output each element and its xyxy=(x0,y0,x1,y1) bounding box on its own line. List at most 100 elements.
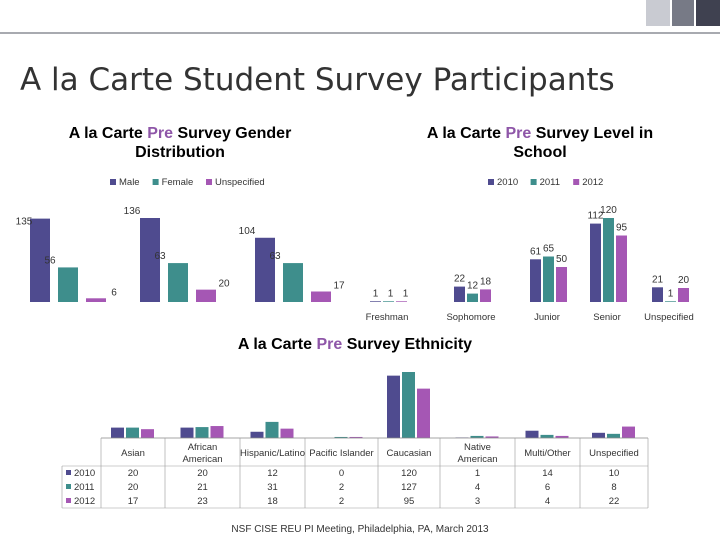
gender-value-1-1: 63 xyxy=(154,251,166,262)
ethnicity-bar-1-1 xyxy=(195,427,209,438)
level-bar-2-0 xyxy=(396,301,407,302)
ethnicity-cell-2-0: 17 xyxy=(128,496,139,507)
level-bar-1-3 xyxy=(603,218,614,302)
ethnicity-row-label-1: 2011 xyxy=(74,482,94,493)
ethnicity-cell-2-1: 23 xyxy=(197,496,208,507)
ethnicity-cell-1-5: 4 xyxy=(475,482,480,493)
ethnicity-cell-1-6: 6 xyxy=(545,482,550,493)
ethnicity-chart-title: A la Carte Pre Survey Ethnicity xyxy=(190,335,520,354)
ethnicity-bar-0-2 xyxy=(250,431,264,438)
ethnicity-row-swatch-0 xyxy=(66,470,71,475)
gender-legend-label-0: Male xyxy=(119,177,140,188)
ethnicity-category-7: Unspecified xyxy=(589,448,639,459)
ethnicity-cell-1-4: 127 xyxy=(401,482,417,493)
ethnicity-cell-0-4: 120 xyxy=(401,468,417,479)
level-value-2-4: 20 xyxy=(678,275,690,286)
level-value-1-4: 1 xyxy=(668,288,674,299)
level-legend-swatch-2 xyxy=(573,179,580,185)
gender-title-pre: A la Carte xyxy=(68,125,148,142)
gender-value-0-0: 135 xyxy=(16,217,33,228)
ethnicity-cell-2-5: 3 xyxy=(475,496,480,507)
ethnicity-bar-1-7 xyxy=(607,433,620,438)
level-bar-2-4 xyxy=(678,288,689,302)
ethnicity-title-highlight: Pre xyxy=(316,336,343,353)
gender-legend-swatch-2 xyxy=(206,179,212,185)
ethnicity-category-5: Native American xyxy=(457,442,497,465)
ethnicity-cell-0-6: 14 xyxy=(542,468,553,479)
gender-value-0-2: 6 xyxy=(111,287,117,298)
ethnicity-bar-1-3 xyxy=(334,436,348,438)
ethnicity-cell-1-3: 2 xyxy=(339,482,344,493)
gender-value-2-1: 63 xyxy=(269,251,281,262)
gender-chart-title: A la Carte Pre Survey Gender Distributio… xyxy=(40,124,320,162)
gender-value-0-1: 56 xyxy=(44,255,56,266)
ethnicity-bar-2-2 xyxy=(280,428,294,438)
ethnicity-bar-1-5 xyxy=(470,435,484,438)
ethnicity-category-4: Caucasian xyxy=(387,448,432,459)
level-bar-2-3 xyxy=(616,235,627,302)
ethnicity-cell-0-3: 0 xyxy=(339,468,344,479)
level-bar-0-0 xyxy=(370,301,381,302)
ethnicity-cell-2-4: 95 xyxy=(404,496,415,507)
ethnicity-cell-2-2: 18 xyxy=(267,496,278,507)
level-category-0: Freshman xyxy=(366,312,409,323)
gender-bar-1-1 xyxy=(168,263,188,302)
ethnicity-category-3: Pacific Islander xyxy=(309,448,373,459)
ethnicity-cell-0-5: 1 xyxy=(475,468,480,479)
ethnicity-category-6: Multi/Other xyxy=(524,448,570,459)
ethnicity-title-post: Survey Ethnicity xyxy=(342,336,473,353)
level-value-1-1: 12 xyxy=(467,281,479,292)
ethnicity-bar-1-2 xyxy=(265,421,279,438)
level-bar-1-4 xyxy=(665,301,676,302)
level-value-2-0: 1 xyxy=(403,288,409,299)
ethnicity-bar-0-0 xyxy=(111,427,124,438)
header-square-3 xyxy=(696,0,720,26)
level-bar-0-1 xyxy=(454,286,465,302)
level-bar-1-0 xyxy=(383,301,394,302)
gender-legend-swatch-1 xyxy=(152,179,159,185)
level-value-0-4: 21 xyxy=(652,274,664,285)
level-legend-swatch-1 xyxy=(530,179,537,185)
level-category-4: Unspecified xyxy=(644,312,694,323)
gender-bar-1-2 xyxy=(196,289,216,302)
level-title-post: Survey Level in xyxy=(531,125,654,142)
level-category-1: Sophomore xyxy=(446,312,495,323)
footer: NSF CISE REU PI Meeting, Philadelphia, P… xyxy=(231,524,489,535)
header-square-2 xyxy=(672,0,694,26)
gender-value-1-0: 136 xyxy=(124,206,141,217)
level-category-3: Senior xyxy=(593,312,620,323)
ethnicity-cell-1-0: 20 xyxy=(128,482,139,493)
level-value-2-3: 95 xyxy=(616,223,628,234)
level-title-pre: A la Carte xyxy=(426,125,506,142)
gender-title-post: Survey Gender xyxy=(173,125,292,142)
gender-value-2-0: 104 xyxy=(239,226,256,237)
ethnicity-bar-0-4 xyxy=(387,375,400,438)
level-value-0-3: 112 xyxy=(588,211,604,222)
level-value-2-2: 50 xyxy=(556,254,568,265)
level-bar-2-1 xyxy=(480,289,491,302)
ethnicity-bar-0-1 xyxy=(180,427,194,438)
ethnicity-row-label-0: 2010 xyxy=(74,468,95,479)
header-square-1 xyxy=(646,0,670,26)
ethnicity-row-swatch-1 xyxy=(66,484,71,489)
level-bar-1-2 xyxy=(543,256,554,302)
ethnicity-bar-2-4 xyxy=(417,388,430,438)
level-value-0-2: 61 xyxy=(530,246,542,257)
gender-bar-2-2 xyxy=(311,291,331,302)
gender-legend-label-2: Unspecified xyxy=(215,177,265,188)
gender-value-1-2: 20 xyxy=(218,279,230,290)
ethnicity-cell-0-7: 10 xyxy=(609,468,620,479)
gender-legend-swatch-0 xyxy=(110,179,116,185)
ethnicity-bar-0-7 xyxy=(592,432,605,438)
gender-bar-1-0 xyxy=(140,218,160,302)
gender-bar-0-1 xyxy=(58,267,78,302)
ethnicity-bar-2-0 xyxy=(141,429,154,438)
ethnicity-bar-2-1 xyxy=(210,426,224,438)
ethnicity-bar-2-3 xyxy=(349,436,363,438)
level-bar-0-2 xyxy=(530,259,541,302)
level-value-1-3: 120 xyxy=(600,205,617,216)
gender-bar-2-0 xyxy=(255,237,275,302)
gender-title-highlight: Pre xyxy=(147,125,174,142)
ethnicity-cell-1-7: 8 xyxy=(611,482,616,493)
